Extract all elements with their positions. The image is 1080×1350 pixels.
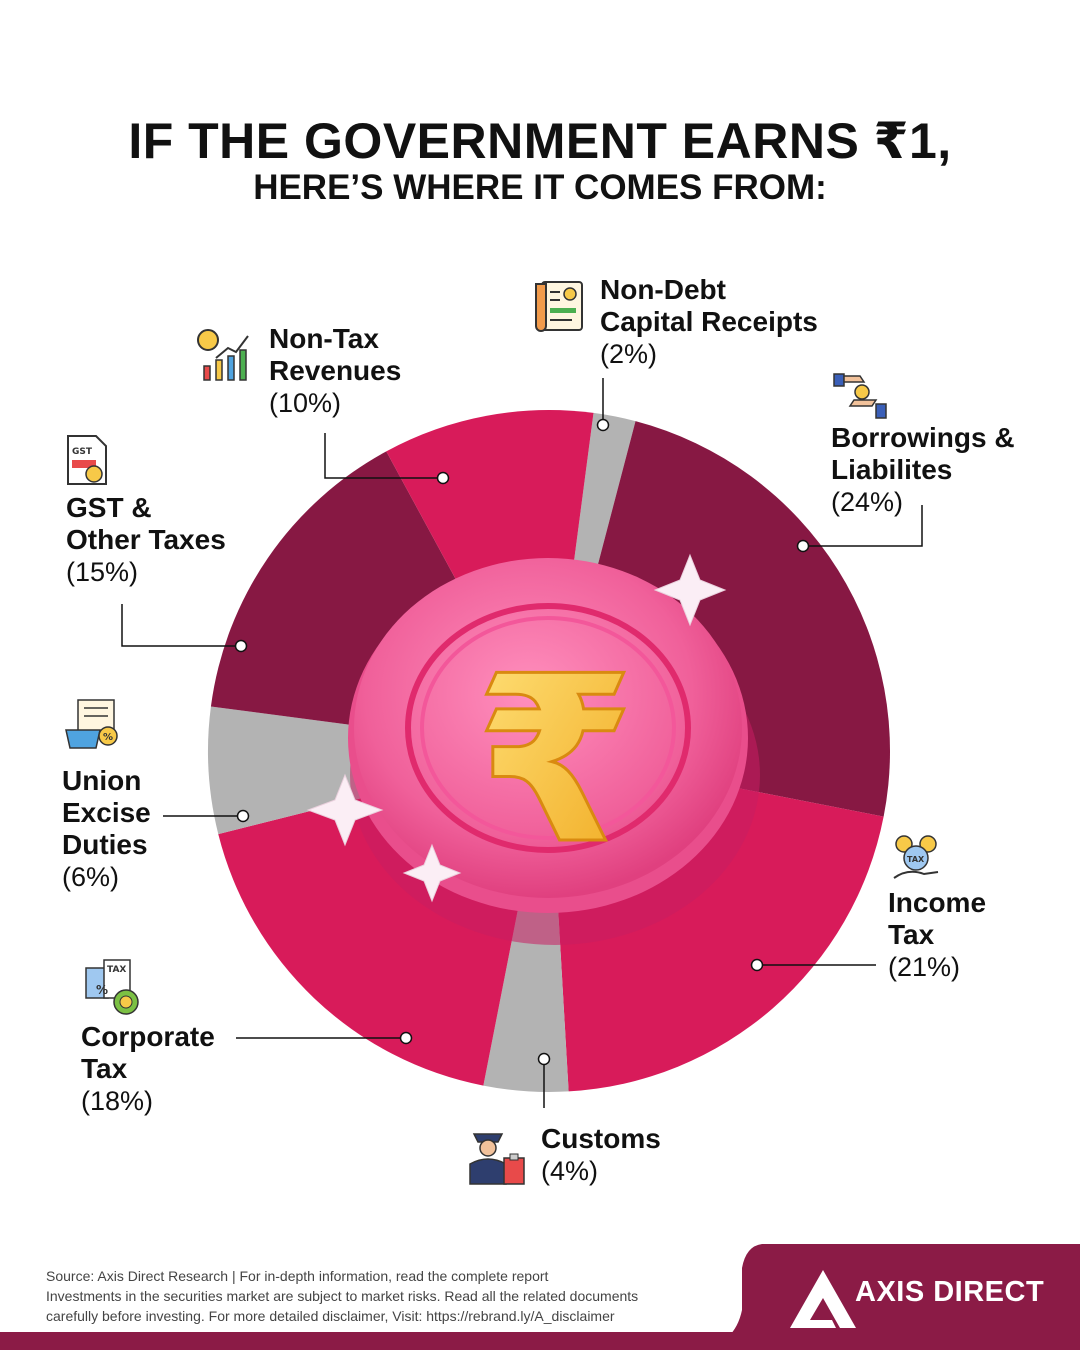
sparkle-large (653, 553, 727, 627)
dot-borrowings (796, 539, 810, 553)
label-non-debt-name: Non-Debt Capital Receipts (600, 274, 818, 337)
label-customs-name: Customs (541, 1123, 661, 1154)
label-excise: Union Excise Duties (6%) (62, 765, 151, 893)
axis-logo-icon (790, 1270, 856, 1328)
label-borrowings: Borrowings & Liabilites (24%) (831, 422, 1015, 518)
footer-disclaimer: Source: Axis Direct Research | For in-de… (46, 1266, 638, 1326)
label-excise-pct: (6%) (62, 862, 120, 892)
label-corporate-tax-pct: (18%) (81, 1086, 154, 1116)
svg-text:%: % (96, 983, 108, 997)
corporate-tax-icon: TAX % (85, 959, 139, 1015)
dot-non-tax (436, 471, 450, 485)
label-non-tax: Non-Tax Revenues (10%) (269, 323, 401, 419)
svg-text:TAX: TAX (107, 965, 126, 975)
label-income-tax-name: Income Tax (888, 887, 987, 950)
rupee-symbol: ₹ (475, 628, 635, 895)
label-customs-pct: (4%) (541, 1156, 599, 1186)
dot-gst (234, 639, 248, 653)
label-non-debt: Non-Debt Capital Receipts (2%) (600, 274, 818, 370)
income-tax-hand-icon: TAX (893, 835, 939, 879)
brand-name: AXIS DIRECT (855, 1276, 1045, 1308)
sparkle-medium (306, 773, 384, 847)
label-corporate-tax-name: Corporate Tax (81, 1021, 215, 1084)
label-non-tax-pct: (10%) (269, 388, 342, 418)
label-gst: GST & Other Taxes (15%) (66, 492, 226, 588)
svg-text:TAX: TAX (907, 855, 925, 864)
certificate-icon (535, 281, 583, 332)
svg-text:GST: GST (72, 447, 93, 457)
label-gst-pct: (15%) (66, 557, 139, 587)
label-borrowings-pct: (24%) (831, 487, 904, 517)
svg-text:%: % (103, 732, 113, 743)
dot-income-tax (750, 958, 764, 972)
excise-basket-icon: % (65, 699, 118, 749)
footer-line-3: carefully before investing. For more det… (46, 1308, 615, 1324)
label-excise-name: Union Excise Duties (62, 765, 151, 860)
handshake-money-icon (833, 373, 887, 419)
leader-borrowings (803, 505, 923, 547)
label-borrowings-name: Borrowings & Liabilites (831, 422, 1015, 485)
label-income-tax: Income Tax (21%) (888, 887, 986, 983)
footer-line-1: Source: Axis Direct Research | For in-de… (46, 1268, 549, 1284)
label-non-debt-pct: (2%) (600, 339, 658, 369)
label-non-tax-name: Non-Tax Revenues (269, 323, 402, 386)
label-customs: Customs (4%) (541, 1123, 661, 1187)
customs-officer-icon (469, 1133, 525, 1185)
footer-line-2: Investments in the securities market are… (46, 1288, 639, 1304)
leader-gst (121, 604, 241, 647)
leader-dots (234, 418, 810, 1066)
label-income-tax-pct: (21%) (888, 952, 961, 982)
dot-non-debt (596, 418, 610, 432)
footer-bar (0, 1332, 1080, 1350)
label-corporate-tax: Corporate Tax (18%) (81, 1021, 215, 1117)
dot-customs (537, 1052, 551, 1066)
rupee-coin-graphic: ₹ (306, 553, 760, 945)
dot-excise (236, 809, 250, 823)
leader-non-tax (324, 433, 443, 479)
dot-corporate (399, 1031, 413, 1045)
leader-lines (121, 378, 923, 1108)
title-line-1: IF THE GOVERNMENT EARNS ₹1, (128, 113, 952, 169)
label-gst-name: GST & Other Taxes (66, 492, 226, 555)
revenue-chart-icon (197, 329, 249, 381)
title-line-2: HERE’S WHERE IT COMES FROM: (253, 168, 827, 207)
sparkle-small (402, 843, 462, 903)
gst-document-icon: GST (67, 435, 107, 485)
